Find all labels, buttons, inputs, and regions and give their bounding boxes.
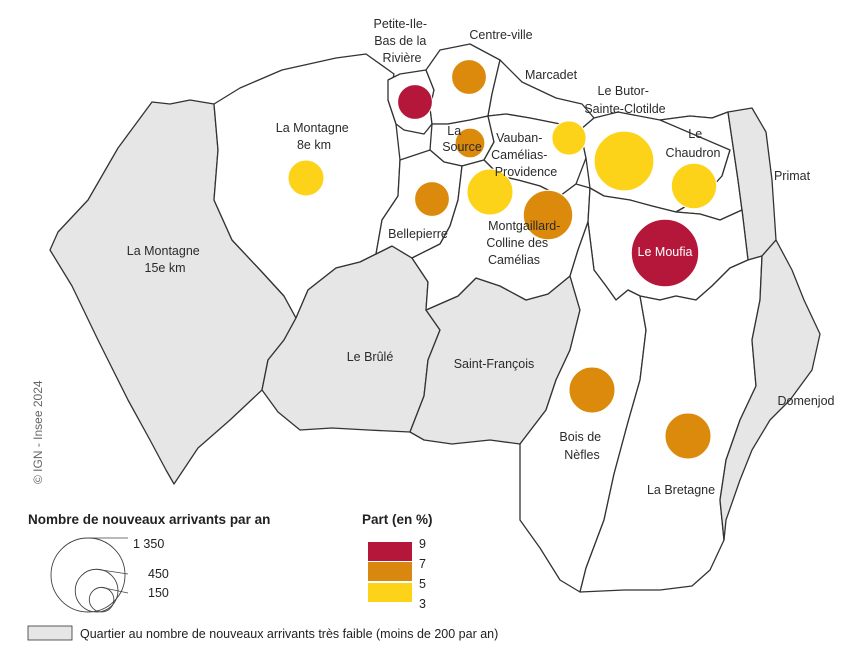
symbol-la-source[interactable] (454, 127, 486, 159)
legend-color-title: Part (en %) (362, 512, 433, 527)
symbol-vauban[interactable] (466, 168, 514, 216)
label-la-bretagne: La Bretagne (647, 483, 715, 497)
label-le-butor: Le Butor- Sainte-Clotilde (584, 84, 665, 116)
legend-size-label-large: 1 350 (133, 537, 164, 551)
symbol-montgaillard[interactable] (522, 189, 574, 241)
legend-swatch-3 (368, 583, 412, 602)
legend-swatch-9 (368, 542, 412, 561)
district-domenjod[interactable] (719, 239, 821, 541)
legend-break-7: 7 (419, 557, 426, 571)
label-la-montagne-15e-km: La Montagne 15e km (127, 244, 203, 275)
symbol-petite-ile[interactable] (397, 84, 433, 120)
legend-color: Part (en %) 9 7 5 3 (362, 512, 433, 611)
legend-grey-note: Quartier au nombre de nouveaux arrivants… (80, 627, 498, 641)
label-domenjod: Domenjod (778, 394, 835, 408)
label-petite-ile: Petite-Ile- Bas de la Rivière (374, 17, 431, 65)
label-bellepierre: Bellepierre (388, 227, 448, 241)
symbol-layer (287, 59, 718, 460)
legend-grey-swatch (27, 625, 73, 641)
legend-break-9: 9 (419, 537, 426, 551)
legend-break-3: 3 (419, 597, 426, 611)
symbol-bois-de-nefles[interactable] (568, 366, 616, 414)
label-bois-de-nefles: Bois de Nèfles (559, 430, 604, 462)
legend-size-leader-2 (101, 586, 129, 594)
legend-size-label-medium: 450 (148, 567, 169, 581)
label-le-brule: Le Brûlé (347, 350, 394, 364)
legend-size-circle-2 (88, 586, 115, 613)
legend-size-circles (50, 537, 129, 613)
symbol-le-moufia[interactable] (630, 218, 700, 288)
symbol-bellepierre[interactable] (414, 181, 450, 217)
label-centre-ville: Centre-ville (469, 28, 532, 42)
legend-size-circle-1 (74, 568, 119, 613)
label-la-montagne-8e-km: La Montagne 8e km (276, 121, 352, 152)
legend-break-5: 5 (419, 577, 426, 591)
symbol-le-butor[interactable] (551, 120, 587, 156)
symbol-la-bretagne[interactable] (664, 412, 712, 460)
symbol-le-butor-east[interactable] (593, 130, 655, 192)
label-layer: La Montagne 15e km La Montagne 8e km Le … (127, 17, 835, 497)
credit-text: © IGN - Insee 2024 (31, 380, 45, 484)
label-le-chaudron: Le Chaudron (666, 127, 721, 160)
legend-size-title: Nombre de nouveaux arrivants par an (28, 512, 270, 527)
label-marcadet: Marcadet (525, 68, 578, 82)
legend-size-label-small: 150 (148, 586, 169, 600)
legend-swatch-7 (368, 562, 412, 581)
symbol-centre-ville[interactable] (451, 59, 487, 95)
symbol-la-montagne-8e-km[interactable] (287, 159, 325, 197)
symbol-le-chaudron[interactable] (670, 162, 718, 210)
label-primat: Primat (774, 169, 811, 183)
legend-grey: Quartier au nombre de nouveaux arrivants… (27, 625, 498, 641)
legend-size-leader-1 (96, 568, 129, 575)
label-le-moufia: Le Moufia (638, 245, 693, 259)
label-saint-francois: Saint-François (454, 357, 535, 371)
label-montgaillard: Montgaillard- Colline des Camélias (486, 219, 564, 267)
label-la-source: La Source (442, 124, 482, 154)
label-vauban: Vauban- Camélias- Providence (491, 131, 557, 179)
legend-size: Nombre de nouveaux arrivants par an 1 35… (28, 512, 270, 613)
